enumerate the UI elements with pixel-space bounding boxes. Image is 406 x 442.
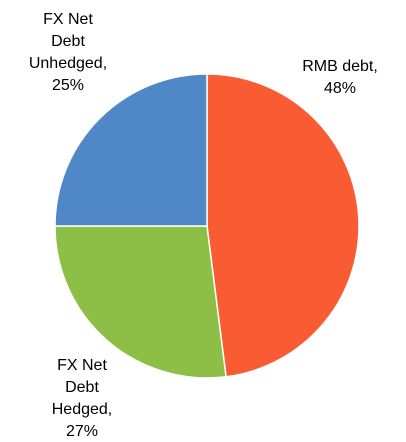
data-label: 25% — [52, 77, 84, 94]
pie-slice — [54, 225, 227, 379]
data-label: 48% — [324, 80, 356, 97]
data-label: FX Net — [43, 11, 93, 28]
data-label: 27% — [66, 423, 98, 440]
data-label: Unhedged, — [29, 55, 107, 72]
pie-slice — [54, 73, 208, 227]
data-label: Debt — [65, 379, 99, 396]
data-label: RMB debt, — [302, 58, 378, 75]
pie-slice — [206, 73, 360, 378]
data-label: Hedged, — [52, 401, 113, 418]
data-label: Debt — [51, 33, 85, 50]
data-label: FX Net — [57, 357, 107, 374]
